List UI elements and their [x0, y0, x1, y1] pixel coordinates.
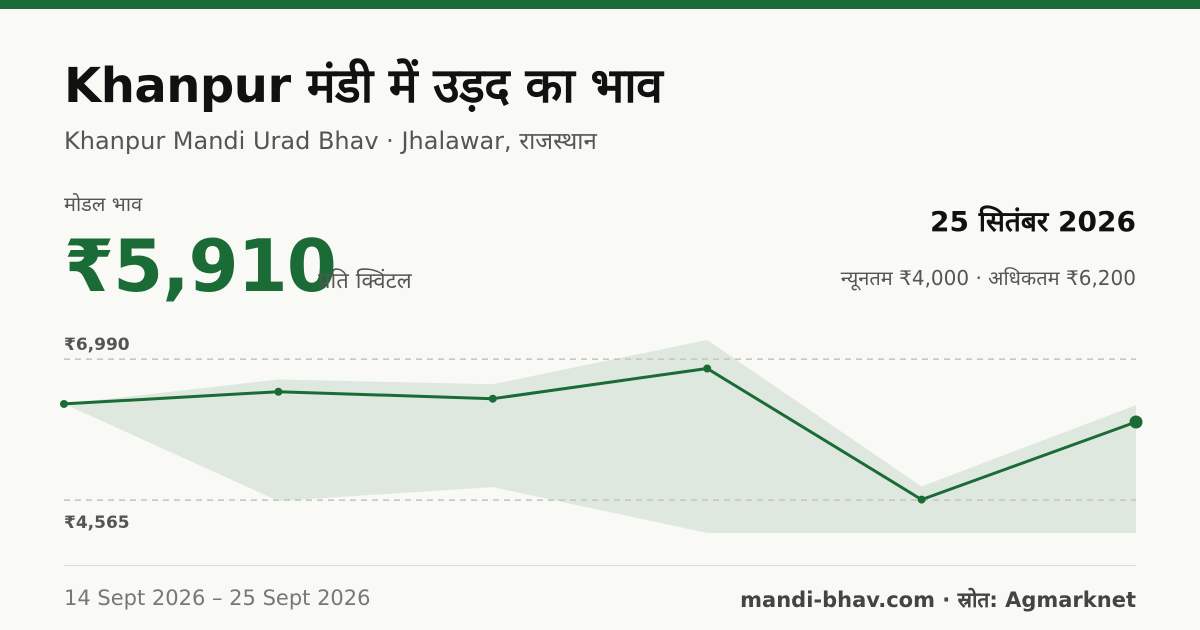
- price-unit: प्रति क्विंटल: [318, 269, 412, 294]
- date-period: 14 Sept 2026 – 25 Sept 2026: [64, 586, 371, 610]
- reference-label-bottom: ₹4,565: [64, 513, 130, 533]
- min-max-band: [64, 340, 1136, 533]
- source-credit: mandi-bhav.com · स्रोत: Agmarknet: [740, 588, 1136, 612]
- modal-price-point: [488, 394, 497, 403]
- modal-price-point: [1129, 415, 1143, 429]
- page-subtitle: Khanpur Mandi Urad Bhav · Jhalawar, राजस…: [64, 127, 597, 155]
- min-max-range: न्यूनतम ₹4,000 · अधिकतम ₹6,200: [840, 266, 1136, 290]
- top-accent-bar: [0, 0, 1200, 9]
- modal-price-point: [917, 495, 926, 504]
- modal-price-point: [274, 387, 283, 396]
- modal-price-value: ₹5,910: [64, 224, 337, 308]
- modal-price-label: मोडल भाव: [64, 192, 143, 216]
- price-date: 25 सितंबर 2026: [930, 205, 1136, 238]
- reference-label-top: ₹6,990: [64, 335, 130, 355]
- modal-price-point: [60, 399, 68, 408]
- page-title: Khanpur मंडी में उड़द का भाव: [64, 58, 663, 114]
- modal-price-point: [703, 364, 712, 373]
- modal-price-line: [63, 367, 1137, 502]
- footer-divider: [64, 565, 1136, 566]
